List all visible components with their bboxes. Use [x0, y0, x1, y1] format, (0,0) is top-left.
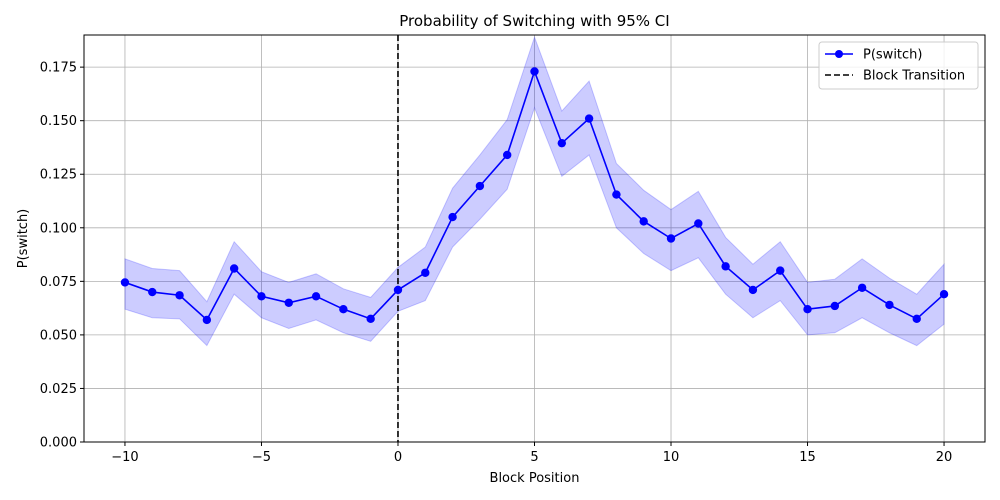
data-point: [721, 262, 730, 271]
data-point: [175, 291, 184, 300]
data-point: [694, 219, 703, 228]
data-points: [120, 67, 949, 325]
data-point: [311, 292, 321, 301]
chart-title: Probability of Switching with 95% CI: [399, 12, 669, 30]
confidence-band: [124, 35, 945, 347]
y-tick-label: 0.000: [40, 436, 77, 451]
data-point: [912, 314, 921, 324]
x-tick-label: −5: [252, 450, 271, 465]
data-point: [148, 287, 157, 297]
data-point: [803, 304, 812, 314]
legend: P(switch) Block Transition: [818, 41, 979, 90]
y-axis-ticks: 0.000 0.025 0.050 0.075 0.100 0.125 0.150 0.175: [40, 61, 84, 451]
data-point: [748, 285, 758, 295]
x-tick-label: 5: [530, 450, 538, 465]
data-point: [229, 264, 239, 273]
data-point: [120, 278, 130, 287]
x-axis-label: Block Position: [490, 471, 580, 486]
data-point: [776, 266, 785, 275]
y-tick-label: 0.150: [40, 114, 77, 129]
data-point: [366, 314, 375, 324]
data-point: [885, 300, 894, 310]
y-tick-label: 0.025: [40, 382, 77, 397]
y-tick-label: 0.075: [40, 275, 77, 290]
x-tick-label: 10: [663, 450, 680, 465]
data-point: [666, 234, 676, 243]
x-tick-label: 15: [799, 450, 816, 465]
data-point: [502, 150, 512, 160]
x-tick-label: 0: [394, 450, 402, 465]
data-point: [857, 283, 867, 292]
y-axis-label: P(switch): [16, 209, 31, 268]
legend-block-transition-label: Block Transition: [863, 69, 965, 84]
x-axis-ticks: −10 −5 0 5 10 15 20: [111, 442, 952, 465]
confidence-band-layer: [124, 35, 945, 347]
x-tick-label: −10: [111, 450, 138, 465]
y-tick-label: 0.125: [40, 168, 77, 183]
data-point: [421, 268, 430, 277]
data-point: [830, 301, 840, 311]
data-point: [202, 315, 212, 325]
legend-series-marker: [835, 50, 843, 58]
data-point: [257, 292, 266, 301]
data-point: [475, 181, 485, 191]
data-point: [557, 138, 567, 148]
legend-series-label: P(switch): [863, 48, 922, 63]
y-tick-label: 0.100: [40, 221, 77, 236]
x-tick-label: 20: [936, 450, 953, 465]
data-point: [584, 114, 594, 123]
data-point: [393, 285, 403, 295]
data-point: [339, 304, 348, 314]
data-point: [284, 298, 293, 307]
data-point: [639, 217, 648, 226]
data-point: [530, 67, 539, 76]
data-point: [612, 190, 621, 199]
y-tick-label: 0.175: [40, 61, 77, 76]
data-point: [448, 212, 457, 222]
y-tick-label: 0.050: [40, 328, 77, 343]
data-point: [939, 289, 949, 299]
legend-box: [818, 41, 979, 90]
